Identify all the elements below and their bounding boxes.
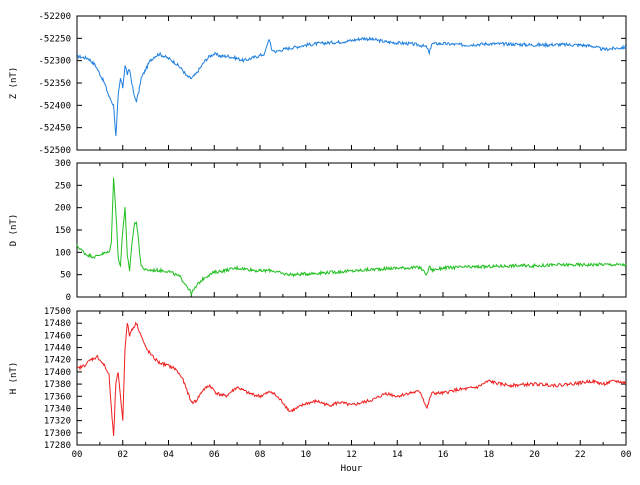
z-nt-frame <box>76 15 627 151</box>
h-nt-xtick-label-3: 06 <box>209 450 220 460</box>
d-nt-ytick-label-3: 150 <box>55 226 71 236</box>
z-nt-ytick-label-4: -52400 <box>38 101 71 111</box>
h-nt-series-line <box>76 321 627 436</box>
z-nt-ytick-label-5: -52450 <box>38 124 71 134</box>
h-nt-ytick-label-9: 17320 <box>44 417 71 427</box>
h-nt-xtick-label-4: 08 <box>255 450 266 460</box>
h-nt-ytick-label-11: 17280 <box>44 441 71 451</box>
h-nt-xtick-label-0: 00 <box>72 450 83 460</box>
d-nt-frame <box>76 162 627 298</box>
d-nt-ytick-label-2: 200 <box>55 204 71 214</box>
d-nt-ytick-label-4: 100 <box>55 248 71 258</box>
z-nt-ytick-label-6: -52500 <box>38 146 71 156</box>
h-nt-xtick-label-11: 22 <box>575 450 586 460</box>
h-nt-ytick-label-6: 17380 <box>44 380 71 390</box>
z-nt-ytick-label-3: -52350 <box>38 79 71 89</box>
h-nt-xtick-label-9: 18 <box>483 450 494 460</box>
h-nt-ytick-label-8: 17340 <box>44 404 71 414</box>
h-nt-ylabel: H (nT) <box>9 362 19 395</box>
h-nt-xtick-label-6: 12 <box>346 450 357 460</box>
h-nt-xtick-label-10: 20 <box>529 450 540 460</box>
h-nt-ytick-label-5: 17400 <box>44 368 71 378</box>
d-nt-ytick-label-5: 50 <box>60 271 71 281</box>
d-nt-ytick-label-6: 0 <box>66 293 71 303</box>
z-nt-ylabel: Z (nT) <box>9 67 19 100</box>
z-nt-ytick-label-1: -52250 <box>38 34 71 44</box>
d-nt-ytick-label-1: 250 <box>55 181 71 191</box>
h-nt-xtick-label-5: 10 <box>300 450 311 460</box>
h-nt-xtick-label-12: 00 <box>621 450 632 460</box>
h-nt-ytick-label-2: 17460 <box>44 331 71 341</box>
d-nt-ylabel: D (nT) <box>9 214 19 247</box>
h-nt-ytick-label-4: 17420 <box>44 356 71 366</box>
d-nt-ytick-label-0: 300 <box>55 159 71 169</box>
h-nt-ytick-label-7: 17360 <box>44 392 71 402</box>
z-nt-ytick-label-2: -52300 <box>38 57 71 67</box>
h-nt-ytick-label-3: 17440 <box>44 344 71 354</box>
d-nt-series-line <box>76 177 627 297</box>
h-nt-xtick-label-1: 02 <box>117 450 128 460</box>
z-nt-series-line <box>76 36 627 136</box>
h-nt-xlabel: Hour <box>341 464 363 474</box>
h-nt-frame <box>76 310 627 446</box>
z-nt-ytick-label-0: -52200 <box>38 12 71 22</box>
h-nt-ytick-label-0: 17500 <box>44 307 71 317</box>
h-nt-xtick-label-8: 16 <box>438 450 449 460</box>
h-nt-xtick-label-7: 14 <box>392 450 403 460</box>
h-nt-ytick-label-1: 17480 <box>44 319 71 329</box>
h-nt-xtick-label-2: 04 <box>163 450 174 460</box>
h-nt-ytick-label-10: 17300 <box>44 429 71 439</box>
